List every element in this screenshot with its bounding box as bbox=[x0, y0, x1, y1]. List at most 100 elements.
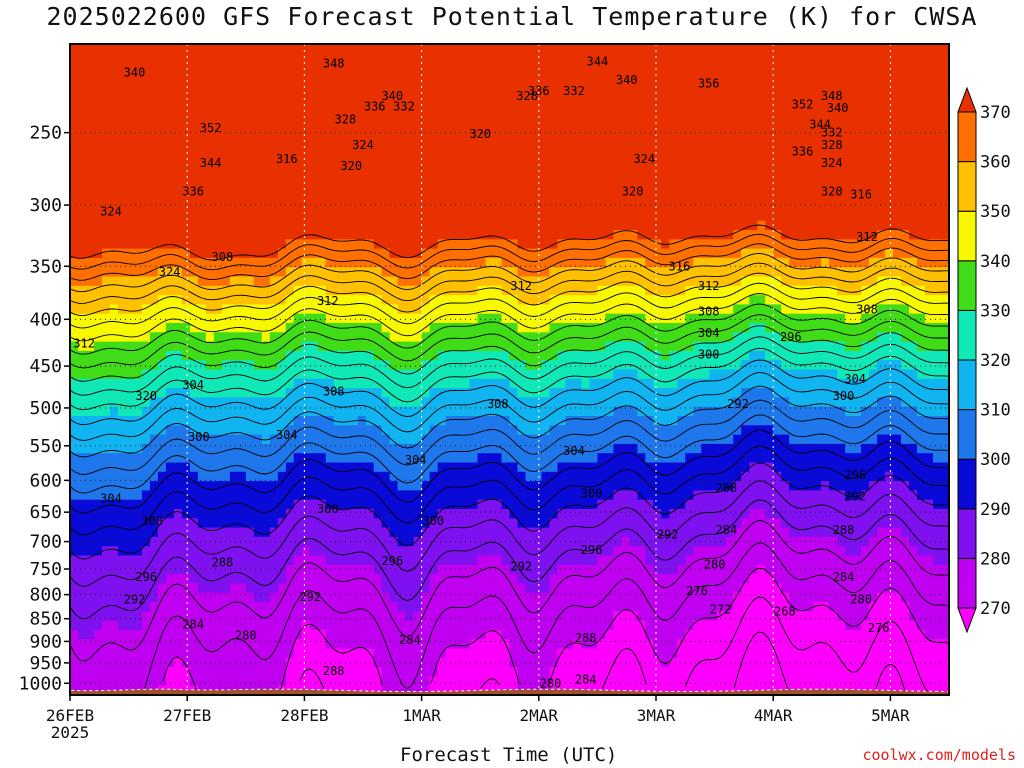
field-cell bbox=[205, 341, 215, 352]
field-cell bbox=[237, 416, 247, 426]
field-cell bbox=[277, 90, 287, 101]
field-cell bbox=[125, 676, 135, 687]
field-cell bbox=[477, 313, 487, 324]
field-cell bbox=[581, 471, 590, 482]
field-cell bbox=[597, 155, 606, 166]
field-cell bbox=[533, 118, 543, 129]
field-cell bbox=[453, 360, 463, 371]
field-cell bbox=[421, 490, 431, 501]
field-cell bbox=[261, 499, 271, 510]
field-cell bbox=[309, 295, 319, 305]
field-cell bbox=[341, 602, 351, 612]
field-cell bbox=[517, 248, 527, 259]
field-cell bbox=[477, 62, 487, 73]
field-cell bbox=[437, 155, 447, 166]
field-cell bbox=[78, 257, 87, 268]
field-cell bbox=[445, 192, 455, 203]
field-cell bbox=[157, 527, 167, 538]
field-cell bbox=[453, 425, 463, 436]
field-cell bbox=[373, 183, 383, 194]
field-cell bbox=[229, 155, 239, 166]
field-cell bbox=[70, 509, 79, 519]
field-cell bbox=[509, 657, 519, 668]
field-cell bbox=[141, 657, 151, 668]
field-cell bbox=[86, 648, 95, 659]
field-cell bbox=[189, 620, 199, 631]
field-cell bbox=[469, 248, 479, 259]
field-cell bbox=[197, 657, 207, 668]
field-cell bbox=[181, 44, 191, 54]
field-cell bbox=[349, 53, 359, 64]
field-cell bbox=[309, 360, 319, 371]
field-cell bbox=[86, 211, 95, 222]
field-cell bbox=[333, 397, 343, 408]
field-cell bbox=[285, 676, 295, 687]
field-cell bbox=[493, 155, 503, 166]
field-cell bbox=[102, 462, 111, 473]
field-cell bbox=[573, 378, 582, 389]
field-cell bbox=[541, 109, 551, 119]
field-cell bbox=[165, 71, 175, 82]
field-cell bbox=[605, 62, 614, 73]
field-cell bbox=[157, 127, 167, 138]
field-cell bbox=[341, 239, 351, 250]
field-cell bbox=[189, 211, 199, 222]
field-cell bbox=[621, 248, 630, 259]
field-cell bbox=[597, 639, 606, 650]
field-cell bbox=[157, 164, 167, 175]
field-cell bbox=[373, 164, 383, 175]
field-cell bbox=[213, 425, 223, 436]
field-cell bbox=[365, 490, 375, 501]
field-cell bbox=[581, 257, 590, 268]
field-cell bbox=[269, 109, 279, 119]
field-cell bbox=[429, 481, 439, 491]
field-cell bbox=[461, 629, 471, 640]
field-cell bbox=[405, 583, 415, 594]
field-cell bbox=[341, 555, 351, 566]
field-cell bbox=[189, 137, 199, 147]
field-cell bbox=[357, 527, 367, 538]
field-cell bbox=[525, 453, 535, 464]
field-cell bbox=[421, 44, 431, 54]
field-cell bbox=[349, 499, 359, 510]
field-cell bbox=[173, 453, 183, 464]
field-cell bbox=[117, 53, 127, 64]
field-cell bbox=[229, 602, 239, 612]
field-cell bbox=[333, 350, 343, 361]
field-cell bbox=[102, 425, 111, 436]
field-cell bbox=[349, 285, 359, 296]
field-cell bbox=[277, 555, 287, 566]
field-cell bbox=[581, 332, 590, 343]
field-cell bbox=[125, 583, 135, 594]
field-cell bbox=[629, 620, 638, 631]
field-cell bbox=[141, 639, 151, 650]
field-cell bbox=[637, 71, 646, 82]
field-cell bbox=[133, 127, 143, 138]
field-cell bbox=[605, 388, 614, 398]
field-cell bbox=[357, 230, 367, 240]
field-cell bbox=[197, 611, 207, 622]
field-cell bbox=[485, 304, 495, 315]
field-cell bbox=[445, 453, 455, 464]
field-cell bbox=[181, 341, 191, 352]
field-cell bbox=[117, 648, 127, 659]
field-cell bbox=[165, 183, 175, 194]
field-cell bbox=[94, 341, 103, 352]
field-cell bbox=[477, 44, 487, 54]
field-cell bbox=[165, 44, 175, 54]
field-cell bbox=[253, 202, 263, 212]
field-cell bbox=[149, 127, 159, 138]
field-cell bbox=[477, 220, 487, 231]
field-cell bbox=[461, 341, 471, 352]
field-cell bbox=[589, 313, 598, 324]
field-cell bbox=[621, 53, 630, 64]
field-cell bbox=[229, 183, 239, 194]
field-cell bbox=[317, 90, 327, 101]
field-cell bbox=[389, 676, 399, 687]
field-cell bbox=[389, 137, 399, 147]
field-cell bbox=[94, 611, 103, 622]
field-cell bbox=[621, 406, 630, 417]
field-cell bbox=[429, 341, 439, 352]
field-cell bbox=[293, 406, 303, 417]
field-cell bbox=[269, 462, 279, 473]
